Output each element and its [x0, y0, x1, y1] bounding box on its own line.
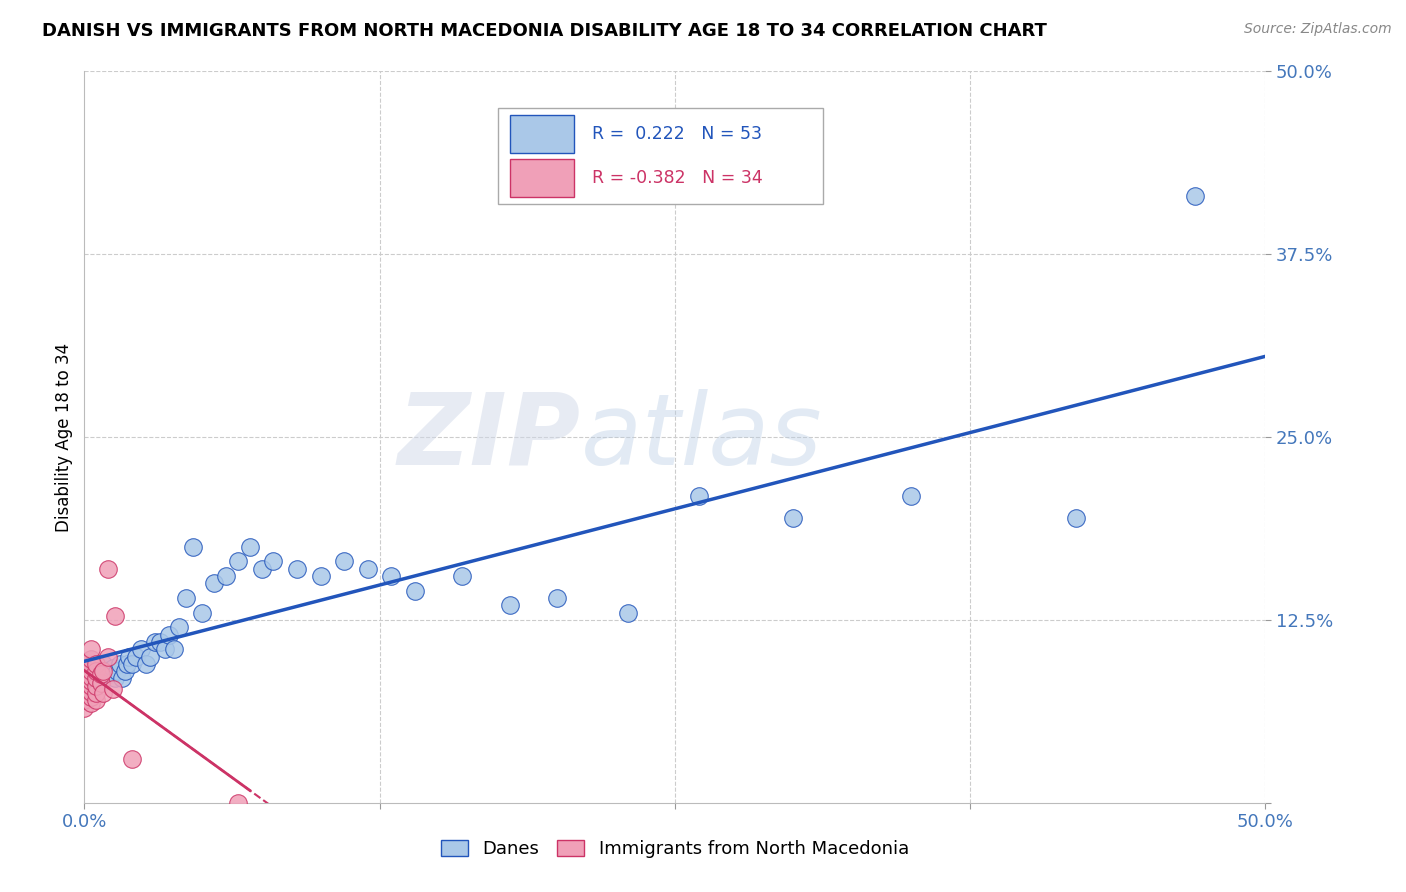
Point [215, 569, 238, 583]
Point [380, 569, 402, 583]
Point [174, 591, 197, 605]
Point [688, 489, 710, 503]
Point [84, 693, 107, 707]
Point [80, 696, 103, 710]
Point [73, 686, 96, 700]
Point [121, 657, 143, 671]
Point [357, 562, 380, 576]
Point [404, 583, 426, 598]
Point [111, 672, 134, 686]
Point [121, 752, 143, 766]
Point [90, 661, 112, 675]
Point [97, 664, 120, 678]
Text: ZIP: ZIP [398, 389, 581, 485]
Point [616, 606, 638, 620]
Point [135, 657, 157, 671]
Point [262, 554, 284, 568]
Point [451, 569, 474, 583]
Point [80, 658, 103, 673]
Text: R =  0.222   N = 53: R = 0.222 N = 53 [592, 125, 762, 144]
Text: R = -0.382   N = 34: R = -0.382 N = 34 [592, 169, 763, 187]
Point [91, 664, 114, 678]
Point [202, 576, 225, 591]
Point [73, 657, 96, 671]
Point [91, 657, 114, 671]
Point [226, 554, 249, 568]
Point [167, 620, 190, 634]
Y-axis label: Disability Age 18 to 34: Disability Age 18 to 34 [55, 343, 73, 532]
Point [104, 672, 127, 686]
Legend: Danes, Immigrants from North Macedonia: Danes, Immigrants from North Macedonia [432, 830, 918, 867]
Point [80, 674, 103, 689]
FancyBboxPatch shape [509, 115, 575, 153]
Point [91, 686, 114, 700]
Point [94, 667, 117, 681]
Text: DANISH VS IMMIGRANTS FROM NORTH MACEDONIA DISABILITY AGE 18 TO 34 CORRELATION CH: DANISH VS IMMIGRANTS FROM NORTH MACEDONI… [42, 22, 1047, 40]
FancyBboxPatch shape [498, 108, 823, 204]
Point [73, 681, 96, 696]
Point [97, 649, 120, 664]
Point [80, 670, 103, 684]
Point [80, 652, 103, 666]
Point [333, 554, 356, 568]
Point [80, 642, 103, 657]
Point [90, 667, 112, 681]
Point [80, 672, 103, 686]
Point [149, 635, 172, 649]
Point [73, 672, 96, 686]
Point [239, 540, 262, 554]
Point [782, 510, 804, 524]
Point [181, 540, 204, 554]
Point [226, 796, 249, 810]
Point [114, 664, 136, 678]
FancyBboxPatch shape [509, 159, 575, 197]
Point [309, 569, 332, 583]
Point [546, 591, 568, 605]
Point [101, 681, 124, 696]
Point [73, 664, 96, 678]
Point [191, 606, 214, 620]
Point [104, 608, 127, 623]
Point [84, 664, 107, 678]
Point [97, 562, 120, 576]
Point [84, 679, 107, 693]
Point [108, 657, 131, 671]
Text: Source: ZipAtlas.com: Source: ZipAtlas.com [1244, 22, 1392, 37]
Point [84, 661, 107, 675]
Point [285, 562, 308, 576]
Point [1184, 188, 1206, 202]
Point [80, 679, 103, 693]
Point [101, 661, 124, 675]
Point [98, 667, 121, 681]
Point [153, 642, 176, 657]
Point [115, 657, 138, 671]
Point [163, 642, 186, 657]
Point [77, 664, 100, 678]
Point [84, 657, 107, 671]
Point [1066, 510, 1088, 524]
Point [129, 642, 152, 657]
Point [498, 599, 520, 613]
Point [250, 562, 273, 576]
Point [139, 649, 162, 664]
Point [125, 649, 148, 664]
Point [143, 635, 166, 649]
Text: atlas: atlas [581, 389, 823, 485]
Point [118, 649, 141, 664]
Point [900, 489, 922, 503]
Point [84, 686, 107, 700]
Point [107, 664, 129, 678]
Point [73, 693, 96, 707]
Point [157, 627, 180, 641]
Point [84, 672, 107, 686]
Point [73, 700, 96, 714]
Point [80, 690, 103, 705]
Point [73, 676, 96, 690]
Point [80, 684, 103, 698]
Point [80, 664, 103, 678]
Point [87, 667, 110, 681]
Point [83, 664, 105, 678]
Point [90, 676, 112, 690]
